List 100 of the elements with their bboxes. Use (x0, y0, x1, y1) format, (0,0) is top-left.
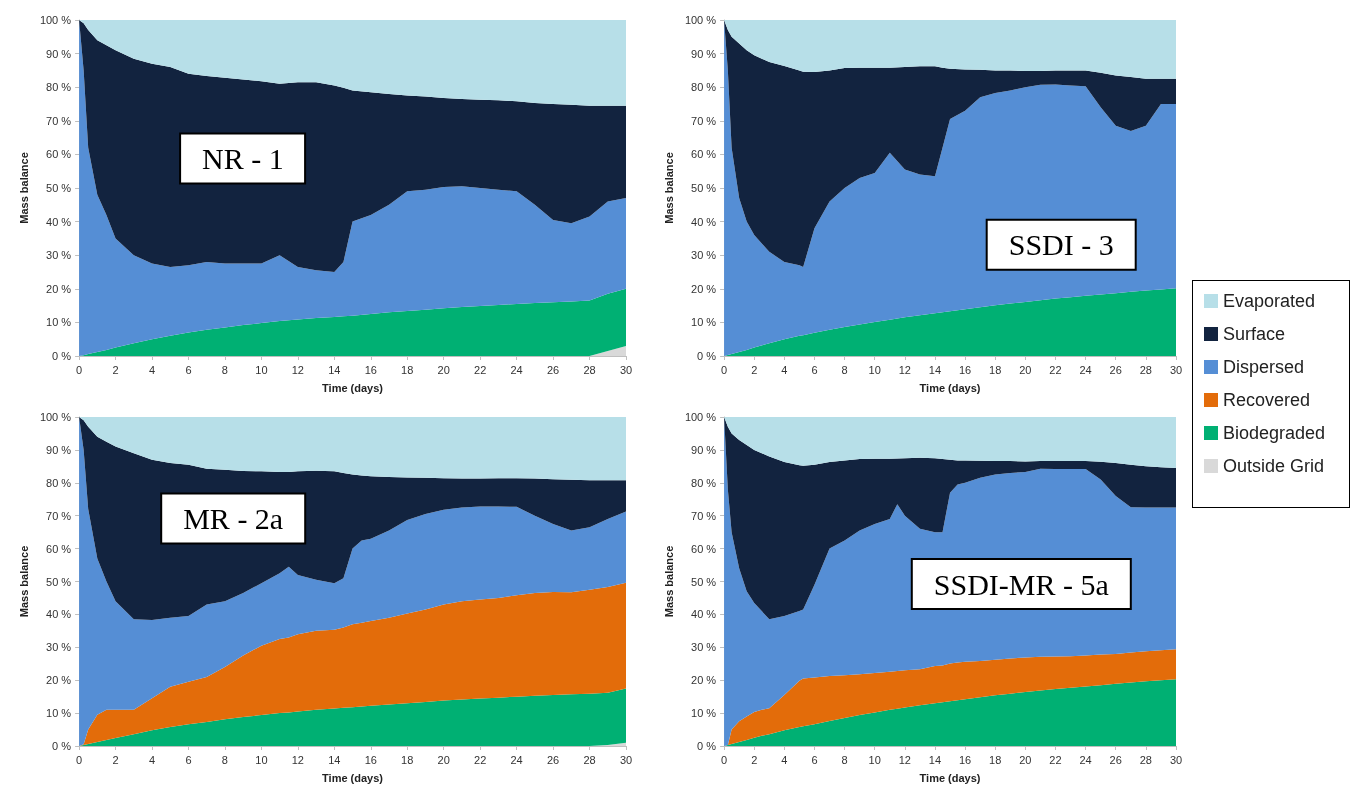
x-tick-label: 8 (221, 753, 228, 766)
y-tick-label: 40 % (691, 215, 717, 228)
x-tick-label: 16 (364, 363, 377, 376)
y-tick-label: 20 % (46, 674, 72, 687)
x-tick-label: 6 (185, 753, 192, 766)
x-tick-label: 26 (1109, 363, 1122, 376)
y-tick-label: 80 % (46, 476, 72, 489)
y-tick-label: 100 % (39, 411, 72, 423)
x-tick-label: 4 (781, 363, 788, 376)
legend-label: Recovered (1223, 390, 1311, 410)
x-tick-label: 26 (1109, 753, 1122, 766)
y-tick-label: 80 % (691, 476, 717, 489)
x-tick-label: 28 (1139, 753, 1152, 766)
y-tick-label: 10 % (691, 316, 717, 329)
text: SSDI-MR - 5a (933, 567, 1109, 601)
x-tick-label: 4 (148, 363, 156, 376)
y-tick-label: 50 % (691, 575, 717, 588)
x-tick-label: 0 (721, 363, 728, 376)
x-tick-label: 22 (1049, 363, 1062, 376)
x-tick-label: 6 (811, 363, 818, 376)
y-axis-title: Mass balance (17, 545, 30, 618)
y-tick-label: 40 % (691, 608, 717, 621)
x-tick-label: 2 (112, 363, 119, 376)
x-tick-label: 30 (1169, 753, 1183, 766)
x-tick-label: 8 (841, 363, 848, 376)
x-tick-label: 16 (958, 753, 972, 766)
y-tick-label: 60 % (46, 148, 72, 161)
y-tick-label: 50 % (691, 182, 717, 194)
x-tick-label: 16 (364, 753, 377, 766)
x-tick-label: 20 (437, 363, 450, 376)
legend-label: Biodegraded (1223, 423, 1326, 443)
y-tick-label: 70 % (46, 114, 72, 127)
x-tick-label: 26 (546, 363, 560, 376)
x-tick-label: 14 (328, 753, 341, 766)
y-tick-label: 90 % (691, 47, 717, 60)
x-tick-label: 20 (1019, 363, 1032, 376)
text: SSDI - 3 (1008, 228, 1114, 262)
y-tick-label: 0 % (52, 350, 72, 362)
y-tick-label: 50 % (46, 575, 72, 588)
y-axis-title: Mass balance (17, 152, 30, 224)
y-tick-label: 50 % (46, 182, 72, 194)
y-tick-label: 20 % (691, 282, 717, 295)
y-tick-label: 100 % (684, 14, 717, 26)
x-tick-label: 4 (781, 753, 788, 766)
y-tick-label: 70 % (46, 509, 72, 522)
y-tick-label: 40 % (46, 215, 72, 228)
x-tick-label: 10 (868, 363, 881, 376)
x-tick-label: 28 (583, 753, 596, 766)
x-tick-label: 14 (928, 363, 942, 376)
y-tick-label: 70 % (691, 114, 717, 127)
x-tick-label: 12 (291, 363, 304, 376)
x-tick-label: 10 (255, 753, 268, 766)
x-tick-label: 24 (1079, 753, 1092, 766)
y-tick-label: 60 % (46, 542, 72, 555)
y-tick-label: 10 % (691, 707, 717, 720)
y-tick-label: 90 % (46, 47, 72, 60)
y-tick-label: 80 % (691, 81, 717, 94)
x-tick-label: 2 (751, 363, 758, 376)
y-tick-label: 0 % (697, 740, 717, 752)
y-tick-label: 100 % (39, 14, 72, 26)
x-tick-label: 16 (958, 363, 972, 376)
x-axis-title: Time (days) (919, 381, 981, 394)
x-tick-label: 24 (1079, 363, 1092, 376)
legend-label: Surface (1223, 324, 1286, 344)
x-tick-label: 24 (510, 753, 523, 766)
x-tick-label: 8 (841, 753, 848, 766)
x-tick-label: 0 (76, 753, 83, 766)
y-tick-label: 30 % (691, 249, 717, 262)
x-tick-label: 0 (76, 363, 83, 376)
x-tick-label: 14 (328, 363, 341, 376)
x-tick-label: 22 (474, 753, 487, 766)
x-tick-label: 28 (583, 363, 596, 376)
x-axis-title: Time (days) (919, 771, 981, 784)
x-tick-label: 4 (148, 753, 156, 766)
x-tick-label: 2 (112, 753, 119, 766)
y-tick-label: 100 % (684, 411, 717, 423)
x-tick-label: 0 (721, 753, 728, 766)
legend-label: Dispersed (1223, 357, 1305, 377)
x-tick-label: 18 (989, 753, 1002, 766)
y-tick-label: 20 % (691, 674, 717, 687)
legend-label: Outside Grid (1223, 456, 1325, 476)
y-tick-label: 0 % (52, 740, 72, 752)
x-tick-label: 6 (185, 363, 192, 376)
y-axis-title: Mass balance (662, 545, 675, 618)
x-tick-label: 22 (1049, 753, 1062, 766)
y-tick-label: 90 % (691, 443, 717, 456)
x-tick-label: 8 (221, 363, 228, 376)
x-tick-label: 2 (751, 753, 758, 766)
y-axis-title: Mass balance (662, 152, 675, 224)
x-tick-label: 12 (291, 753, 304, 766)
x-tick-label: 12 (898, 753, 911, 766)
legend-label: Evaporated (1223, 291, 1316, 311)
x-tick-label: 20 (437, 753, 450, 766)
x-tick-label: 10 (868, 753, 881, 766)
x-tick-label: 14 (928, 753, 942, 766)
x-tick-label: 24 (510, 363, 523, 376)
x-tick-label: 30 (619, 753, 633, 766)
y-tick-label: 60 % (691, 542, 717, 555)
x-tick-label: 18 (989, 363, 1002, 376)
x-tick-label: 18 (401, 753, 414, 766)
